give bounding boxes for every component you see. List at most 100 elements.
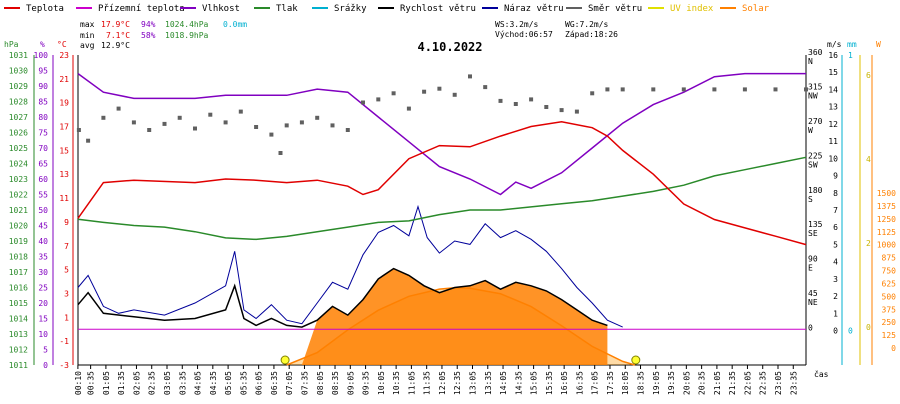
uv-axis: 0 2 4 6	[866, 71, 871, 332]
wind-direction-point	[116, 106, 121, 111]
humidity-tick-label: 95	[38, 67, 48, 76]
temperature-tick-label: 9	[64, 218, 69, 227]
wind-speed-line	[77, 267, 608, 328]
direction-compass-label: SE	[808, 229, 818, 238]
time-tick-label: 22:05	[743, 371, 752, 395]
wind-tick-label: 13	[828, 103, 838, 112]
legend-label-teplota: Teplota	[26, 4, 64, 14]
wind-direction-point	[162, 121, 167, 126]
pressure-tick-label: 1029	[9, 82, 28, 91]
time-tick-label: 19:35	[667, 371, 676, 395]
wind-direction-point	[238, 109, 243, 114]
unit-degc: °C	[57, 40, 67, 49]
humidity-tick-label: 80	[38, 113, 48, 122]
direction-tick-label: 180	[808, 186, 823, 195]
time-tick-label: 11:05	[407, 371, 416, 395]
humidity-tick-label: 55	[38, 191, 48, 200]
stats-max-hum: 94%	[141, 20, 156, 29]
temperature-tick-label: 5	[64, 266, 69, 275]
solar-tick-label: 1250	[877, 215, 896, 224]
time-tick-label: 04:05	[194, 371, 203, 395]
direction-compass-label: SW	[808, 160, 818, 169]
time-tick-label: 12:05	[438, 371, 447, 395]
humidity-tick-label: 45	[38, 222, 48, 231]
wind-direction-point	[76, 128, 81, 132]
time-tick-label: 13:35	[484, 371, 493, 395]
wind-direction-point	[361, 100, 365, 105]
wind-speed-area	[301, 268, 608, 365]
legend-label-tlak: Tlak	[276, 4, 298, 14]
wind-tick-label: 12	[828, 120, 838, 129]
time-tick-label: 09:05	[346, 371, 355, 395]
wind-direction-point	[559, 108, 564, 113]
time-tick-label: 00:35	[87, 371, 96, 395]
wind-direction-point	[498, 98, 503, 103]
legend: Teplota Přízemní teplota Vlhkost Tlak Sr…	[4, 4, 770, 14]
time-tick-label: 16:35	[575, 371, 584, 395]
direction-compass-label: NW	[808, 91, 818, 100]
unit-w: W	[876, 40, 881, 49]
wind-direction-point	[574, 109, 579, 114]
solar-tick-label: 1375	[877, 202, 896, 211]
humidity-line	[77, 72, 806, 196]
pressure-tick-label: 1016	[9, 284, 28, 293]
sun-marker	[280, 355, 290, 365]
wind-direction-point	[544, 105, 549, 109]
wind-direction-point	[513, 102, 518, 106]
humidity-tick-label: 85	[38, 98, 48, 107]
time-tick-label: 18:05	[621, 371, 630, 395]
direction-tick-label: 360	[808, 48, 823, 57]
pressure-tick-label: 1014	[9, 315, 28, 324]
direction-tick-label: 90	[808, 255, 818, 264]
wind-direction-point	[406, 106, 411, 111]
chart-title: 4.10.2022	[417, 40, 482, 54]
time-tick-label: 16:05	[560, 371, 569, 395]
time-tick-label: 17:05	[591, 371, 600, 395]
pressure-tick-label: 1018	[9, 253, 28, 262]
stats-min-label: min	[80, 31, 95, 40]
time-tick-label: 03:05	[163, 371, 172, 395]
pressure-tick-label: 1022	[9, 191, 28, 200]
temperature-tick-label: 7	[64, 242, 69, 251]
pressure-tick-label: 1011	[9, 361, 28, 370]
wind-direction-point	[620, 87, 625, 92]
time-tick-label: 09:35	[362, 371, 371, 395]
wind-direction-point	[193, 126, 197, 131]
unit-mm: mm	[847, 40, 857, 49]
stats-max-rain: 0.0mm	[223, 20, 247, 29]
humidity-tick-label: 40	[38, 237, 48, 246]
temperature-tick-label: 13	[59, 170, 69, 179]
rain-tick-label: 0	[848, 327, 853, 336]
wind-direction-point	[223, 120, 228, 125]
wind-direction-point	[681, 87, 686, 92]
wind-tick-label: 15	[828, 68, 838, 77]
time-tick-label: 03:35	[178, 371, 187, 395]
wind-direction-point	[422, 89, 427, 94]
stats-min-hum: 58%	[141, 31, 156, 40]
humidity-tick-label: 100	[34, 51, 49, 60]
direction-tick-label: 225	[808, 151, 823, 160]
wind-tick-label: 10	[828, 154, 838, 163]
pressure-tick-label: 1024	[9, 160, 28, 169]
legend-label-prizemni: Přízemní teplota	[98, 4, 185, 14]
temperature-tick-label: 15	[59, 146, 69, 155]
solar-tick-label: 0	[891, 344, 896, 353]
wind-direction-point	[177, 115, 182, 120]
time-tick-label: 02:05	[132, 371, 141, 395]
rain-tick-label: 1	[848, 51, 853, 60]
pressure-tick-label: 1027	[9, 113, 28, 122]
time-tick-label: 21:35	[728, 371, 737, 395]
humidity-tick-label: 25	[38, 284, 48, 293]
legend-label-smer: Směr větru	[588, 4, 642, 14]
wind-direction-point	[86, 138, 91, 143]
direction-compass-label: W	[808, 126, 813, 135]
pressure-tick-label: 1023	[9, 175, 28, 184]
wind-direction-point	[284, 123, 289, 128]
time-tick-label: 06:35	[270, 371, 279, 395]
wind-direction-point	[131, 120, 136, 125]
wind-direction-point	[101, 115, 106, 120]
stats-sunrise: Východ:06:57	[495, 30, 553, 39]
wind-direction-point	[208, 112, 213, 117]
wind-direction-point	[468, 74, 472, 79]
